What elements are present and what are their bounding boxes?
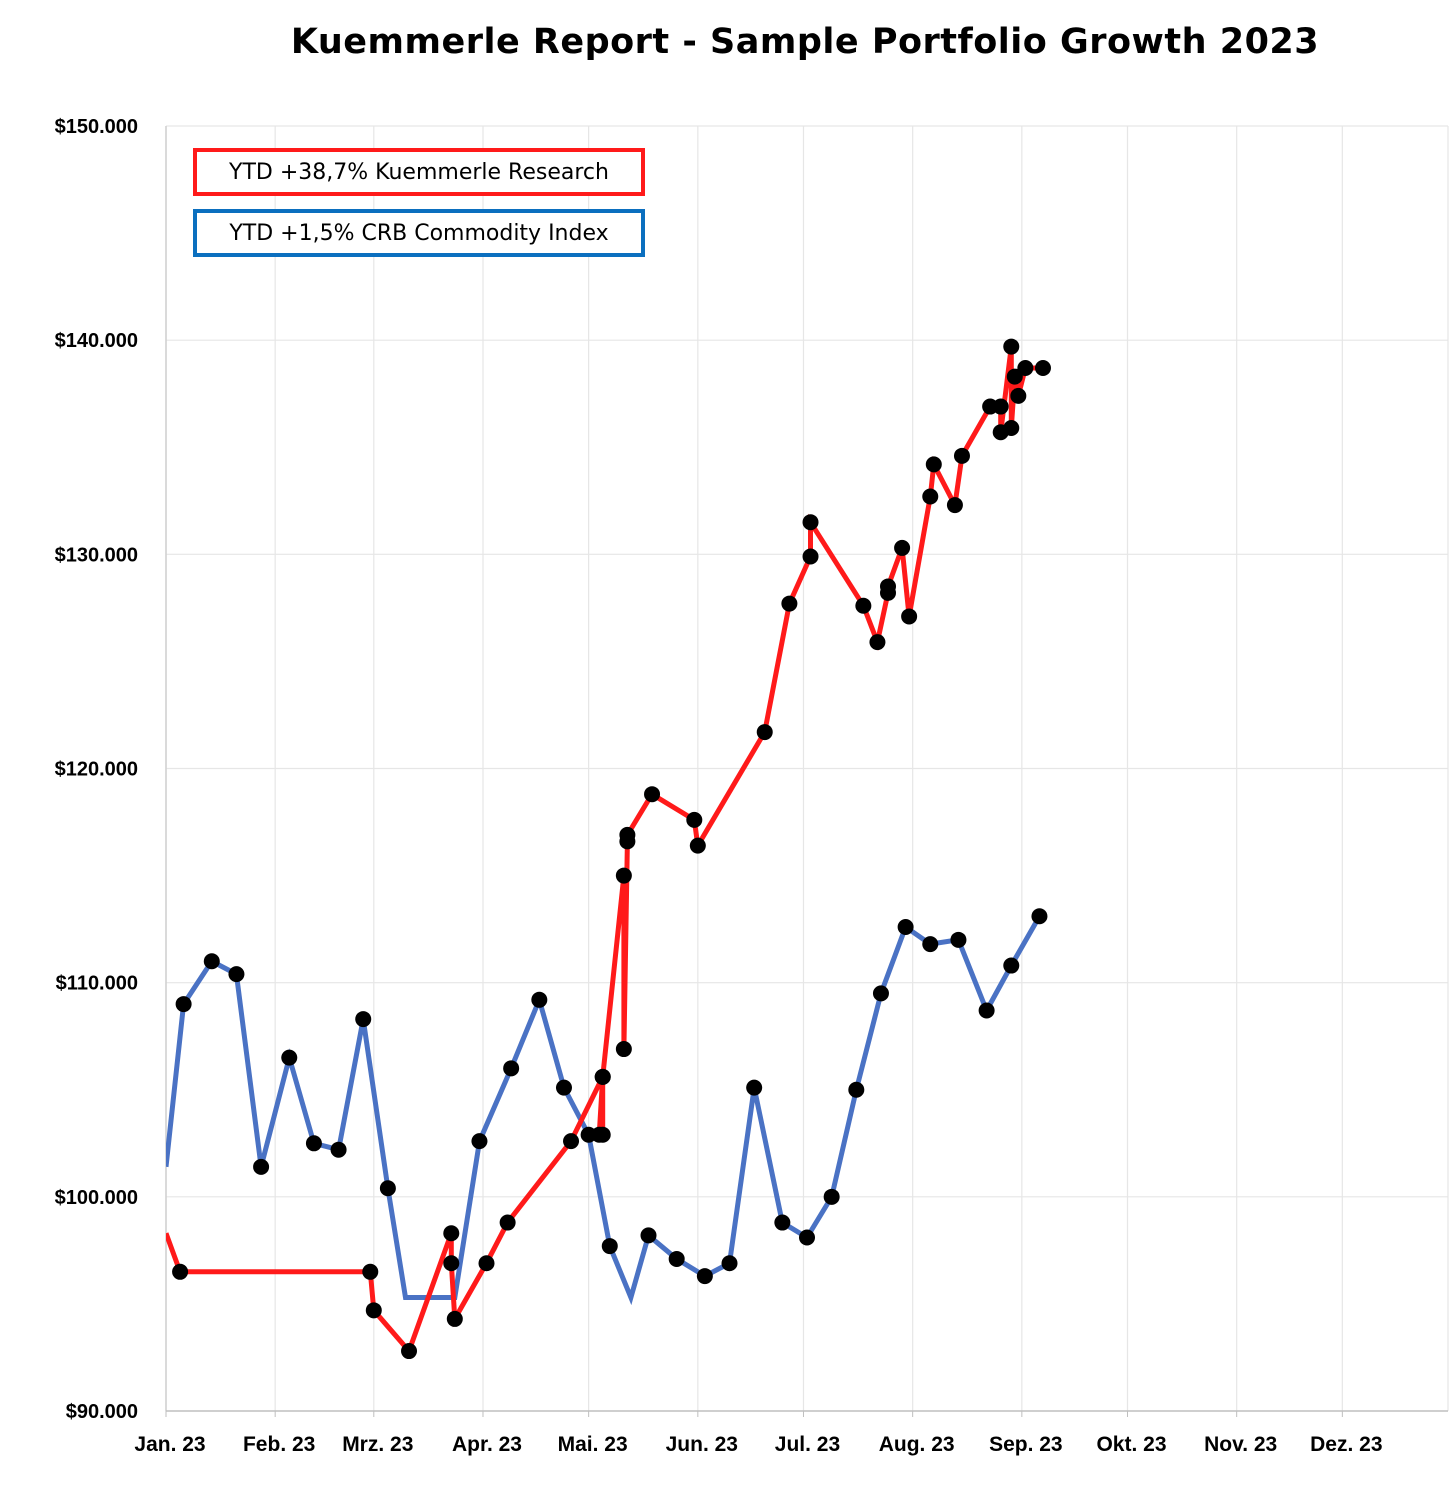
data-point (446, 1310, 463, 1327)
data-point (615, 1041, 632, 1058)
data-point (696, 1268, 713, 1285)
data-point (721, 1255, 738, 1272)
data-point (1010, 387, 1027, 404)
y-tick-label: $110.000 (56, 973, 138, 995)
data-point (172, 1263, 189, 1280)
data-point (1031, 908, 1048, 925)
data-point (253, 1158, 270, 1175)
data-point (992, 398, 1009, 415)
x-tick-label: Feb. 23 (243, 1433, 315, 1456)
x-tick-label: Jun. 23 (666, 1433, 738, 1456)
data-point (922, 936, 939, 953)
data-point (555, 1079, 572, 1096)
data-point (362, 1263, 379, 1280)
data-point (471, 1133, 488, 1150)
x-tick-label: Apr. 23 (452, 1433, 522, 1456)
y-tick-label: $150.000 (55, 116, 138, 138)
x-tick-label: Mrz. 23 (342, 1433, 413, 1456)
data-point (1003, 419, 1020, 436)
y-tick-label: $90.000 (66, 1401, 138, 1423)
data-point (823, 1188, 840, 1205)
data-point (228, 966, 245, 983)
series-crb (166, 908, 1048, 1306)
data-point (591, 1126, 608, 1143)
data-point (1003, 957, 1020, 974)
grid-lines (165, 125, 1449, 1411)
data-point (953, 447, 970, 464)
data-point (894, 539, 911, 556)
legend-label-crb: YTD +1,5% CRB Commodity Index (229, 220, 609, 246)
axes (165, 126, 1448, 1417)
data-point (756, 724, 773, 741)
x-tick-label: Jan. 23 (134, 1433, 205, 1456)
data-point (746, 1079, 763, 1096)
data-point (175, 996, 192, 1013)
data-point (848, 1081, 865, 1098)
x-tick-label: Dez. 23 (1310, 1433, 1382, 1456)
data-point (950, 931, 967, 948)
data-point (869, 634, 886, 651)
data-point (978, 1002, 995, 1019)
data-point (443, 1225, 460, 1242)
data-point (503, 1060, 520, 1077)
x-tick-label: Nov. 23 (1204, 1433, 1277, 1456)
series-kuemmerle (166, 338, 1051, 1360)
x-tick-label: Mai. 23 (558, 1433, 628, 1456)
data-point (925, 456, 942, 473)
line-kuemmerle (166, 346, 1043, 1356)
x-tick-label: Sep. 23 (989, 1433, 1063, 1456)
data-point (644, 786, 661, 803)
data-point (281, 1049, 298, 1066)
y-tick-label: $120.000 (55, 759, 138, 781)
data-point (689, 837, 706, 854)
data-point (594, 1068, 611, 1085)
data-point (781, 595, 798, 612)
data-point (897, 918, 914, 935)
data-point (619, 826, 636, 843)
data-point (922, 488, 939, 505)
legend-label-kuemmerle: YTD +38,7% Kuemmerle Research (229, 159, 609, 185)
x-tick-label: Okt. 23 (1096, 1433, 1166, 1456)
data-point (640, 1227, 657, 1244)
data-point (615, 867, 632, 884)
data-point (802, 514, 819, 531)
data-point (330, 1141, 347, 1158)
data-point (668, 1250, 685, 1267)
data-point (401, 1343, 418, 1360)
data-point (563, 1133, 580, 1150)
series-layer (166, 338, 1051, 1360)
data-point (946, 497, 963, 514)
legend-entry-kuemmerle: YTD +38,7% Kuemmerle Research (193, 148, 645, 196)
data-point (686, 811, 703, 828)
legend-entry-crb: YTD +1,5% CRB Commodity Index (193, 209, 645, 257)
data-point (365, 1302, 382, 1319)
data-point (872, 985, 889, 1002)
data-point (1034, 360, 1051, 377)
data-point (601, 1238, 618, 1255)
data-point (774, 1214, 791, 1231)
data-point (880, 578, 897, 595)
data-point (203, 953, 220, 970)
data-point (499, 1214, 516, 1231)
data-point (901, 608, 918, 625)
data-point (802, 548, 819, 565)
data-point (1003, 338, 1020, 355)
data-point (1017, 360, 1034, 377)
y-tick-label: $130.000 (55, 544, 138, 566)
tick-labels: $90.000 $100.000 $110.000 $120.000 $130.000 $… (55, 116, 1383, 1456)
data-point (379, 1180, 396, 1197)
data-point (855, 597, 872, 614)
data-point (443, 1255, 460, 1272)
chart-title: Kuemmerle Report - Sample Portfolio Grow… (290, 22, 1320, 62)
data-point (355, 1011, 372, 1028)
x-tick-label: Jul. 23 (775, 1433, 840, 1456)
data-point (305, 1135, 322, 1152)
x-tick-label: Aug. 23 (879, 1433, 955, 1456)
data-point (478, 1255, 495, 1272)
y-tick-label: $140.000 (55, 330, 138, 352)
y-tick-label: $100.000 (55, 1187, 138, 1209)
data-point (531, 991, 548, 1008)
data-point (799, 1229, 815, 1246)
